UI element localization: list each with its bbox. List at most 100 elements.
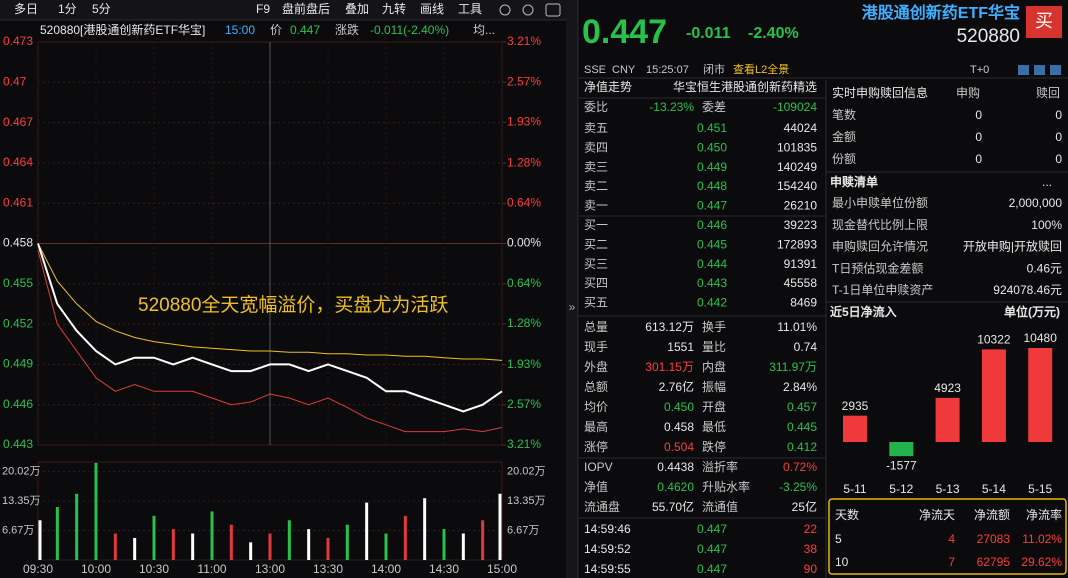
row-value: 100% bbox=[1031, 218, 1062, 232]
book-volume: 8469 bbox=[790, 295, 817, 309]
price-line bbox=[37, 243, 503, 361]
security-code: 520880 bbox=[957, 26, 1020, 47]
stat-label: 跌停 bbox=[702, 439, 726, 454]
toolbar-item[interactable]: 盘前盘后 bbox=[282, 1, 330, 16]
y-tick-label: 6.67万 bbox=[2, 524, 34, 536]
toolbar-item[interactable]: 九转 bbox=[382, 1, 406, 16]
book-label: 卖二 bbox=[584, 179, 608, 193]
row-label: 份额 bbox=[832, 152, 856, 166]
volume-bar bbox=[38, 520, 42, 560]
y2-tick-label: 6.67万 bbox=[507, 524, 539, 536]
value: -13.23% bbox=[649, 100, 694, 114]
nav-tab: 净值走势 bbox=[584, 79, 632, 94]
inflow-label: -1577 bbox=[886, 458, 917, 472]
buy-button[interactable]: 买 bbox=[1035, 11, 1053, 31]
book-price: 0.449 bbox=[697, 160, 727, 174]
book-label: 卖一 bbox=[584, 198, 608, 212]
row-label: T-1日单位申赎资产 bbox=[832, 282, 933, 297]
more[interactable]: ... bbox=[1042, 175, 1052, 189]
settings-icon[interactable] bbox=[499, 4, 511, 16]
stat-label: 现手 bbox=[584, 340, 608, 354]
book-volume: 172893 bbox=[777, 237, 817, 251]
stat-label: 净值 bbox=[584, 479, 608, 494]
volume-bar bbox=[75, 493, 79, 560]
volume-bar bbox=[249, 542, 253, 560]
book-label: 买四 bbox=[584, 276, 608, 290]
book-volume: 91391 bbox=[784, 257, 818, 271]
volume-bar bbox=[442, 529, 446, 560]
header-price: 0.447 bbox=[290, 23, 320, 37]
x-tick-label: 09:30 bbox=[23, 562, 53, 576]
tool-icon[interactable] bbox=[1050, 65, 1061, 75]
toolbar-item[interactable]: 1分 bbox=[58, 2, 77, 16]
exchange: SSE bbox=[584, 64, 606, 76]
splitter-arrow[interactable]: » bbox=[569, 300, 576, 314]
y2-tick-label: 2.57% bbox=[507, 397, 541, 411]
stat-value: 55.70亿 bbox=[652, 499, 694, 514]
x-tick-label: 11:00 bbox=[197, 562, 226, 576]
stat-value: -3.25% bbox=[779, 480, 817, 494]
stat-value: 2.76亿 bbox=[659, 379, 694, 394]
window-icon[interactable] bbox=[545, 3, 561, 17]
row-label: 申购赎回允许情况 bbox=[832, 239, 928, 254]
currency: CNY bbox=[612, 64, 636, 76]
volume-bar bbox=[94, 462, 98, 560]
volume-bar bbox=[287, 520, 291, 560]
splitter[interactable] bbox=[566, 0, 578, 578]
x-tick-label: 13:30 bbox=[313, 562, 343, 576]
volume-bar bbox=[113, 533, 117, 560]
y2-tick-label: 1.93% bbox=[507, 115, 541, 129]
tool-icon[interactable] bbox=[1018, 65, 1029, 75]
book-label: 卖三 bbox=[584, 160, 608, 174]
volume-bar bbox=[461, 533, 465, 560]
search-icon[interactable] bbox=[522, 4, 534, 16]
y2-tick-label: 1.28% bbox=[507, 155, 541, 169]
price-line bbox=[37, 243, 503, 413]
toolbar-item[interactable]: 多日 bbox=[14, 2, 38, 16]
buy-button-bg[interactable] bbox=[1026, 6, 1062, 38]
table-header: 净流天 bbox=[919, 508, 955, 522]
l2-link[interactable]: 查看L2全景 bbox=[733, 62, 789, 76]
nav-fund-name: 华宝恒生港股通创新药精选 bbox=[673, 79, 817, 94]
toolbar-item[interactable]: F9 bbox=[256, 2, 270, 16]
table-cell: 5 bbox=[835, 532, 842, 546]
table-header: 净流额 bbox=[974, 508, 1010, 522]
stat-label: 均价 bbox=[584, 400, 608, 414]
volume-bar bbox=[268, 533, 272, 560]
inflow-bar bbox=[889, 442, 914, 457]
stat-value: 1551 bbox=[667, 340, 694, 354]
stat-label: 溢折率 bbox=[702, 459, 738, 474]
stat-label: 振幅 bbox=[702, 379, 726, 394]
y2-tick-label: 13.35万 bbox=[507, 495, 546, 507]
table-header: 天数 bbox=[835, 507, 859, 522]
trade-time: 14:59:52 bbox=[584, 542, 631, 556]
y2-tick-label: 3.21% bbox=[507, 34, 541, 48]
stat-label: 涨停 bbox=[584, 439, 608, 454]
book-label: 买二 bbox=[584, 237, 608, 251]
y-tick-label: 0.443 bbox=[3, 437, 33, 451]
toolbar-item[interactable]: 叠加 bbox=[345, 2, 369, 16]
price-line bbox=[37, 250, 503, 433]
y2-tick-label: 1.93% bbox=[507, 357, 541, 371]
y-tick-label: 0.464 bbox=[3, 155, 33, 169]
inflow-bar bbox=[1028, 348, 1053, 442]
row-value: 0 bbox=[1055, 152, 1062, 166]
toolbar-item[interactable]: 画线 bbox=[420, 2, 444, 16]
stat-label: 最高 bbox=[584, 419, 608, 434]
book-price: 0.445 bbox=[697, 237, 727, 251]
table-cell: 11.02% bbox=[1022, 532, 1062, 546]
col-header: 申购 bbox=[956, 85, 980, 100]
toolbar-item[interactable]: 工具 bbox=[458, 2, 482, 16]
section-title: 申赎清单 bbox=[830, 174, 878, 189]
trade-volume: 22 bbox=[804, 522, 818, 536]
toolbar-item[interactable]: 5分 bbox=[92, 2, 111, 16]
quote-time: 15:25:07 bbox=[646, 64, 689, 76]
volume-bar bbox=[191, 533, 195, 560]
stat-label: IOPV bbox=[584, 460, 613, 474]
stat-label: 总量 bbox=[584, 320, 608, 334]
tool-icon[interactable] bbox=[1034, 65, 1045, 75]
book-label: 买三 bbox=[584, 257, 608, 271]
book-volume: 154240 bbox=[777, 179, 817, 193]
y-tick-label: 20.02万 bbox=[2, 466, 41, 478]
volume-bar bbox=[152, 515, 156, 560]
